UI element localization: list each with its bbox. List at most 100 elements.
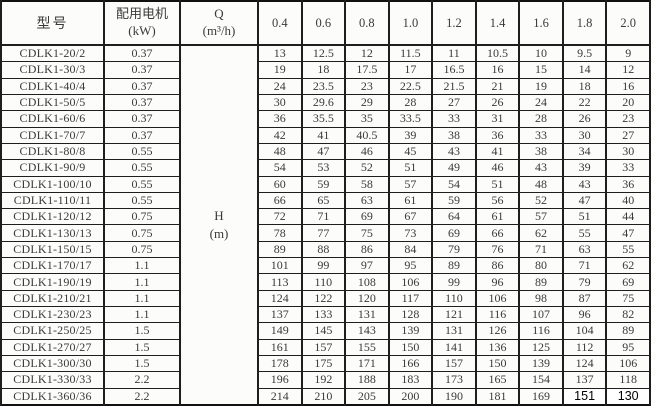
motor-kw-cell: 1.1 <box>103 257 181 275</box>
motor-kw-cell: 0.37 <box>103 110 181 128</box>
flow-rate-column-header: 1.4 <box>474 0 521 46</box>
motor-kw-cell: 0.75 <box>103 224 181 242</box>
head-value-cell: 66 <box>474 224 521 242</box>
head-value-cell: 16.5 <box>431 61 477 79</box>
head-value-cell: 13 <box>257 44 303 63</box>
model-cell: CDLK1-30/3 <box>0 61 105 79</box>
motor-kw-cell: 1.1 <box>103 273 181 291</box>
head-value-cell: 150 <box>387 338 434 356</box>
table-row: CDLK1-70/7 0.37 42 41 40.5 39 38 36 33 30 27 <box>0 126 651 144</box>
table-row: CDLK1-150/15 0.75 89 88 86 84 79 76 71 63 55 <box>0 240 651 259</box>
head-value-cell: 33 <box>605 159 651 177</box>
head-value-cell: 149 <box>257 322 303 340</box>
head-value-cell: 96 <box>561 305 608 324</box>
head-value-cell: 141 <box>431 338 477 356</box>
head-value-cell: 43 <box>518 159 564 177</box>
head-value-cell: 15 <box>518 61 564 79</box>
head-value-cell: 52 <box>344 159 390 177</box>
model-cell: CDLK1-330/33 <box>0 371 105 389</box>
table-row: CDLK1-210/21 1.1 124 122 120 117 110 106 98 87 75 <box>0 289 651 308</box>
head-value-cell: 23.5 <box>300 77 347 95</box>
head-value-cell: 205 <box>344 387 390 406</box>
table-row: CDLK1-330/33 2.2 196 192 188 183 173 165 154 137 1… <box>0 371 651 389</box>
motor-kw-cell: 0.75 <box>103 240 181 259</box>
head-value-cell: 9.5 <box>561 44 608 63</box>
motor-kw-cell: 0.55 <box>103 175 181 193</box>
head-value-cell: 196 <box>257 371 303 389</box>
head-value-cell: 19 <box>257 61 303 79</box>
head-value-cell: 62 <box>518 224 564 242</box>
head-value-cell: 11 <box>431 44 477 63</box>
head-value-cell: 106 <box>387 273 434 291</box>
head-value-cell: 122 <box>300 289 347 308</box>
head-value-cell: 17.5 <box>344 61 390 79</box>
motor-power-header-line1: 配用电机 <box>115 6 168 22</box>
head-value-cell: 41 <box>300 126 347 144</box>
model-cell: CDLK1-270/27 <box>0 338 105 356</box>
head-value-cell: 131 <box>431 322 477 340</box>
head-value-cell: 86 <box>344 240 390 259</box>
head-value-cell: 96 <box>474 273 521 291</box>
flow-q-column-header: Q (m³/h) <box>179 0 259 46</box>
motor-kw-cell: 2.2 <box>103 371 181 389</box>
head-value-cell: 30 <box>561 126 608 144</box>
head-value-cell: 46 <box>474 159 521 177</box>
head-value-cell: 27 <box>605 126 651 144</box>
model-cell: CDLK1-50/5 <box>0 93 105 112</box>
head-value-cell: 24 <box>518 93 564 112</box>
head-value-cell: 30 <box>605 142 651 161</box>
head-value-cell: 157 <box>431 354 477 373</box>
head-value-cell: 95 <box>605 338 651 356</box>
model-cell: CDLK1-120/12 <box>0 208 105 226</box>
head-value-cell: 55 <box>561 224 608 242</box>
head-value-cell: 101 <box>257 257 303 275</box>
head-value-cell: 40 <box>605 191 651 210</box>
head-value-cell: 38 <box>518 142 564 161</box>
head-value-cell: 33 <box>518 126 564 144</box>
head-value-cell: 157 <box>300 338 347 356</box>
head-value-cell: 64 <box>431 208 477 226</box>
head-value-cell: 79 <box>431 240 477 259</box>
model-column-header: 型号 <box>0 0 105 46</box>
motor-kw-cell: 1.1 <box>103 289 181 308</box>
flow-rate-column-header: 0.6 <box>300 0 347 46</box>
head-value-cell: 150 <box>474 354 521 373</box>
table-row: CDLK1-120/12 0.75 72 71 69 67 64 61 57 51 44 <box>0 208 651 226</box>
head-value-cell: 47 <box>300 142 347 161</box>
head-value-cell: 55 <box>605 240 651 259</box>
head-value-cell: 12 <box>344 44 390 63</box>
head-value-cell: 10 <box>518 44 564 63</box>
head-value-cell: 110 <box>431 289 477 308</box>
head-value-cell: 23 <box>344 77 390 95</box>
head-value-cell: 62 <box>605 257 651 275</box>
head-value-cell: 89 <box>605 322 651 340</box>
table-row: CDLK1-110/11 0.55 66 65 63 61 59 56 52 47 40 <box>0 191 651 210</box>
head-value-cell: 192 <box>300 371 347 389</box>
model-cell: CDLK1-150/15 <box>0 240 105 259</box>
head-value-cell: 36 <box>474 126 521 144</box>
head-value-cell: 43 <box>561 175 608 193</box>
head-value-cell: 11.5 <box>387 44 434 63</box>
model-cell: CDLK1-230/23 <box>0 305 105 324</box>
head-value-cell: 41 <box>474 142 521 161</box>
head-value-cell: 46 <box>344 142 390 161</box>
head-value-cell: 106 <box>474 289 521 308</box>
model-cell: CDLK1-190/19 <box>0 273 105 291</box>
table-row: CDLK1-270/27 1.5 161 157 155 150 141 136 125 112 9… <box>0 338 651 356</box>
head-value-cell: 52 <box>518 191 564 210</box>
head-value-cell: 173 <box>431 371 477 389</box>
motor-kw-cell: 1.1 <box>103 305 181 324</box>
head-label-line2: (m) <box>209 226 229 241</box>
head-value-cell: 33 <box>431 110 477 128</box>
head-value-cell: 99 <box>300 257 347 275</box>
head-value-cell: 137 <box>561 371 608 389</box>
flow-rate-column-header: 0.8 <box>344 0 390 46</box>
head-value-cell: 57 <box>518 208 564 226</box>
head-value-cell: 95 <box>387 257 434 275</box>
head-value-cell: 82 <box>605 305 651 324</box>
head-value-cell: 66 <box>257 191 303 210</box>
head-value-cell: 12.5 <box>300 44 347 63</box>
motor-power-header-line2: (kW) <box>128 23 156 38</box>
header-row: 型号 配用电机 (kW) Q (m³/h) 0.4 0.6 0.8 1.0 1.2 1.4… <box>0 0 651 46</box>
model-cell: CDLK1-300/30 <box>0 354 105 373</box>
